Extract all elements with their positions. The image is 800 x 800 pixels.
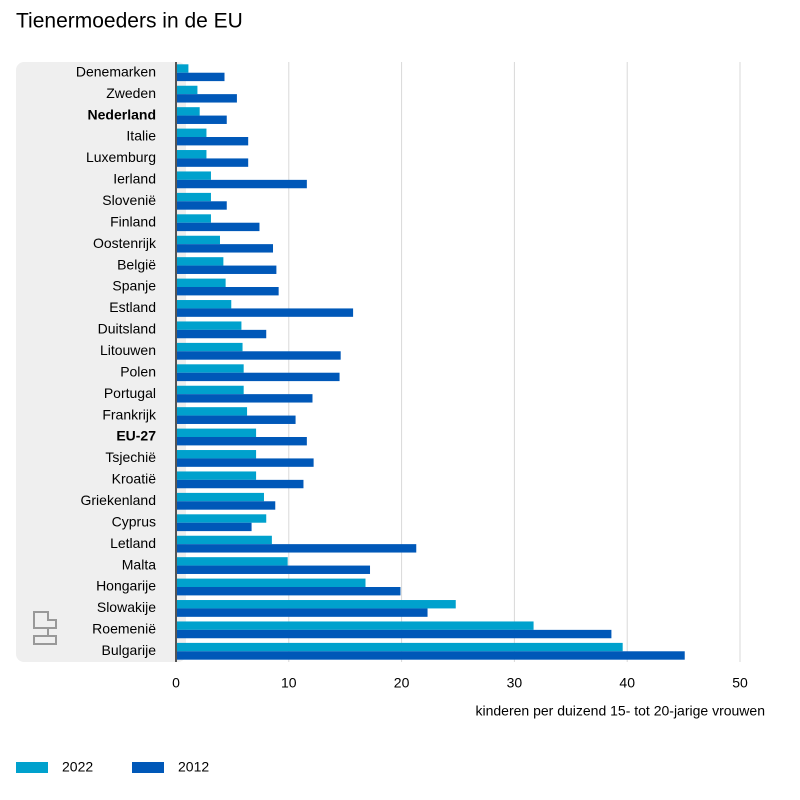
y-tick-label: Italie — [126, 128, 156, 144]
bar — [176, 72, 225, 82]
bar — [176, 544, 417, 553]
bar — [176, 115, 227, 124]
y-tick-label: Zweden — [106, 85, 156, 101]
bar — [176, 372, 340, 382]
y-tick-label: Nederland — [88, 106, 156, 122]
bar — [176, 329, 267, 339]
bar — [176, 514, 267, 523]
bar — [176, 501, 276, 510]
bar — [176, 308, 354, 317]
bar — [176, 201, 227, 210]
bar — [176, 629, 612, 639]
y-tick-label: Litouwen — [100, 342, 156, 358]
bar — [176, 244, 274, 253]
bar — [176, 94, 237, 103]
bar — [176, 385, 244, 395]
bar — [176, 415, 296, 424]
bar — [176, 235, 220, 245]
bar — [176, 300, 232, 309]
bar — [176, 287, 279, 296]
y-tick-label: Bulgarije — [102, 642, 157, 658]
y-tick-label: Cyprus — [112, 513, 156, 529]
y-tick-label: Tsjechië — [105, 449, 156, 465]
y-tick-label: Hongarije — [96, 578, 156, 594]
chart-title: Tienermoeders in de EU — [16, 10, 243, 33]
bar — [176, 321, 242, 330]
x-tick-label: 0 — [172, 675, 180, 691]
bar — [176, 479, 304, 489]
bar — [176, 450, 257, 459]
y-tick-label: Duitsland — [98, 321, 156, 337]
bar — [176, 364, 244, 373]
y-tick-label: Roemenië — [92, 621, 156, 637]
legend-swatch — [132, 762, 164, 773]
bar — [176, 128, 207, 137]
y-tick-label: België — [117, 256, 156, 272]
y-tick-label: Slowakije — [97, 599, 156, 615]
y-tick-label: Oostenrijk — [93, 235, 157, 251]
logo — [33, 611, 57, 645]
bar — [176, 137, 249, 146]
bar — [176, 342, 243, 352]
y-tick-label: Luxemburg — [86, 149, 156, 165]
y-tick-label: Frankrijk — [102, 406, 157, 422]
legend-label: 2022 — [62, 759, 93, 775]
bar — [176, 578, 366, 587]
bar — [176, 222, 260, 232]
bar — [176, 587, 401, 596]
bar — [176, 428, 257, 437]
bar — [176, 64, 189, 73]
bar — [176, 492, 264, 502]
bar — [176, 522, 252, 532]
x-axis-label: kinderen per duizend 15- tot 20-jarige v… — [475, 703, 765, 719]
y-tick-label: Malta — [122, 556, 156, 572]
y-tick-label: Letland — [110, 535, 156, 551]
bar — [176, 557, 288, 566]
bar — [176, 278, 226, 287]
x-tick-label: 20 — [394, 675, 410, 691]
y-tick-label: Polen — [120, 363, 156, 379]
bar — [176, 85, 198, 95]
bar — [176, 458, 314, 467]
x-tick-label: 40 — [619, 675, 635, 691]
bar — [176, 150, 207, 159]
y-tick-label: Kroatië — [112, 471, 157, 487]
x-tick-label: 30 — [507, 675, 523, 691]
bar — [176, 265, 277, 274]
bar — [176, 642, 623, 652]
bar — [176, 621, 534, 630]
y-tick-label: Denemarken — [76, 63, 156, 79]
y-tick-label: Spanje — [112, 278, 156, 294]
y-tick-label: Slovenië — [102, 192, 156, 208]
y-tick-label: Finland — [110, 213, 156, 229]
y-tick-label: EU-27 — [116, 428, 156, 444]
y-tick-label: Estland — [109, 299, 156, 315]
bar — [176, 192, 211, 202]
bar — [176, 471, 257, 480]
y-tick-label: Ierland — [113, 171, 156, 187]
y-tick-label: Griekenland — [81, 492, 157, 508]
bar — [176, 651, 685, 660]
bar — [176, 351, 341, 360]
x-tick-label: 10 — [281, 675, 297, 691]
bar — [176, 608, 428, 617]
bar — [176, 535, 272, 545]
legend-label: 2012 — [178, 759, 209, 775]
legend-swatch — [16, 762, 48, 773]
bar — [176, 214, 211, 223]
bar — [176, 407, 248, 416]
x-tick-label: 50 — [732, 675, 748, 691]
bar — [176, 565, 371, 574]
bar — [176, 437, 307, 446]
y-tick-label: Portugal — [104, 385, 156, 401]
bar — [176, 600, 456, 609]
bar — [176, 158, 249, 167]
label-panel — [16, 62, 186, 662]
bar — [176, 107, 200, 116]
bar — [176, 257, 224, 266]
bar — [176, 171, 211, 180]
bar — [176, 394, 313, 403]
bar — [176, 179, 307, 189]
